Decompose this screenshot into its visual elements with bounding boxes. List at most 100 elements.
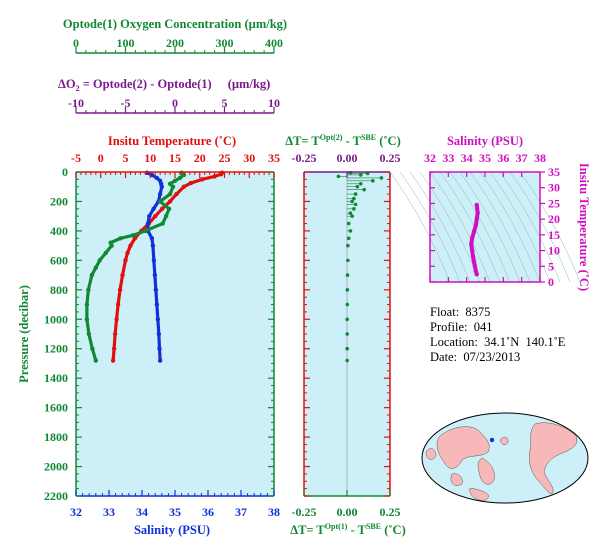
salinity-point (154, 175, 160, 181)
dt-bottom-label-prefix: ΔT= T (290, 523, 325, 537)
insitu-temperature-point (111, 346, 117, 351)
delta-o2-tick-label: 5 (222, 96, 228, 110)
oxygen-axis: Optode(1) Oxygen Concentration (µm/kg) 0… (63, 17, 287, 54)
salinity-point (155, 317, 161, 322)
pressure-tick-label: 2200 (44, 489, 68, 503)
optode-1-oxygen-concentration-point (170, 184, 176, 189)
dt-bottom-tick-label: -0.25 (292, 505, 317, 519)
salinity-point (150, 243, 156, 248)
ts-density-contour (479, 171, 541, 283)
optode-1-oxygen-concentration-point (157, 199, 163, 204)
optode-1-oxygen-concentration-point (118, 236, 123, 241)
insitu-temperature-point (188, 180, 194, 186)
dt-point (345, 273, 350, 277)
ts-temp-tick-label: 35 (548, 165, 560, 179)
dt-top-label-units: (˚C) (376, 134, 401, 148)
optode-1-oxygen-concentration-point (172, 178, 178, 184)
oxygen-tick-label: 0 (73, 36, 79, 50)
dt-bottom-label-mid: - T (347, 523, 366, 537)
ts-density-contour (489, 171, 551, 283)
optode-1-oxygen-concentration-point (163, 213, 169, 219)
optode-1-oxygen-concentration-point (90, 346, 95, 351)
insitu-temperature-point (153, 213, 158, 219)
pressure-tick-label: 1600 (44, 401, 68, 415)
optode-1-oxygen-concentration-point (93, 358, 99, 363)
salinity-point (153, 287, 159, 293)
temp-tick-label: 25 (219, 151, 231, 165)
ts-point (472, 264, 478, 269)
ts-salinity-tick-label: 32 (424, 151, 436, 165)
ts-point (470, 254, 476, 260)
ts-point (474, 216, 479, 222)
oxygen-axis-label: Optode(1) Oxygen Concentration (µm/kg) (63, 17, 287, 31)
ts-panel (430, 172, 540, 282)
salinity-point (152, 272, 158, 278)
ts-salinity-tick-label: 34 (461, 151, 473, 165)
dt-bottom-label-units: (˚C) (381, 523, 406, 537)
salinity-tick-label: 34 (136, 505, 148, 519)
ts-temp-tick-label: 5 (548, 259, 554, 273)
pressure-tick-label: 1200 (44, 342, 68, 356)
dt-top-tick-label: -0.25 (292, 151, 317, 165)
dt-top-label-prefix: ΔT= T (285, 134, 320, 148)
insitu-temperature-point (167, 199, 173, 204)
delta-o2-tick-label: -10 (68, 96, 84, 110)
insitu-temperature-point (212, 174, 217, 179)
dt-top-label-mid: - T (342, 134, 361, 148)
temp-axis-label: Insitu Temperature (˚C) (108, 134, 236, 148)
ts-temp-tick-label: 0 (548, 275, 554, 289)
salinity-tick-label: 35 (169, 505, 181, 519)
salinity-point (154, 302, 160, 307)
temp-tick-label: -5 (71, 151, 81, 165)
delta-o2-label-units: (µm/kg) (228, 77, 271, 91)
salinity-point (159, 184, 164, 189)
ts-density-contour (429, 171, 491, 283)
dt-point (336, 174, 341, 179)
salinity-point (156, 331, 162, 337)
temp-tick-label: 20 (194, 151, 206, 165)
temp-tick-label: 0 (98, 151, 104, 165)
ts-temp-tick-label: 15 (548, 228, 560, 242)
insitu-temperature-point (115, 302, 121, 307)
ts-density-contour (499, 171, 561, 283)
dt-top-tick-label: 0.00 (337, 151, 358, 165)
dt-point (352, 207, 356, 211)
dt-point (345, 317, 349, 322)
insitu-temperature-point (120, 272, 125, 278)
dt-bottom-label-sup2: SBE (366, 522, 381, 531)
optode-1-oxygen-concentration-point (143, 228, 148, 234)
pressure-tick-label: 200 (50, 194, 68, 208)
pressure-tick-label: 600 (50, 253, 68, 267)
ts-temp-tick-label: 20 (548, 212, 560, 226)
ts-salinity-tick-label: 38 (534, 151, 546, 165)
dt-point (379, 176, 384, 180)
pressure-tick-label: 1400 (44, 371, 68, 385)
ts-density-contour (439, 171, 501, 283)
salinity-point (149, 236, 155, 241)
salinity-point (145, 221, 151, 226)
dt-point (346, 243, 350, 248)
pressure-tick-label: 800 (50, 283, 68, 297)
pressure-tick-label: 2000 (44, 460, 68, 474)
dt-point (345, 288, 350, 292)
salinity-point (157, 346, 162, 351)
dt-point (353, 202, 358, 207)
dt-point (350, 214, 354, 218)
ts-point (471, 259, 477, 264)
optode-1-oxygen-concentration-point (181, 172, 187, 178)
oxygen-tick-label: 300 (216, 36, 234, 50)
delta-o2-axis: ΔO2 = Optode(2) - Optode(1) (µm/kg) -10 -5… (58, 77, 280, 114)
salinity-point (157, 191, 163, 197)
optode-1-oxygen-concentration-point (84, 317, 90, 322)
ts-point (469, 248, 475, 253)
ts-point (471, 229, 477, 234)
insitu-temperature-point (114, 317, 119, 322)
optode-1-oxygen-concentration-point (167, 191, 173, 197)
pressure-tick-label: 0 (62, 165, 68, 179)
ts-salinity-tick-label: 36 (497, 151, 509, 165)
ts-temp-tick-label: 10 (548, 244, 560, 258)
insitu-temperature-point (112, 331, 118, 337)
temp-tick-label: 15 (169, 151, 181, 165)
delta-o2-label-rest: = Optode(2) - Optode(1) (80, 77, 212, 91)
dt-point (350, 199, 354, 204)
